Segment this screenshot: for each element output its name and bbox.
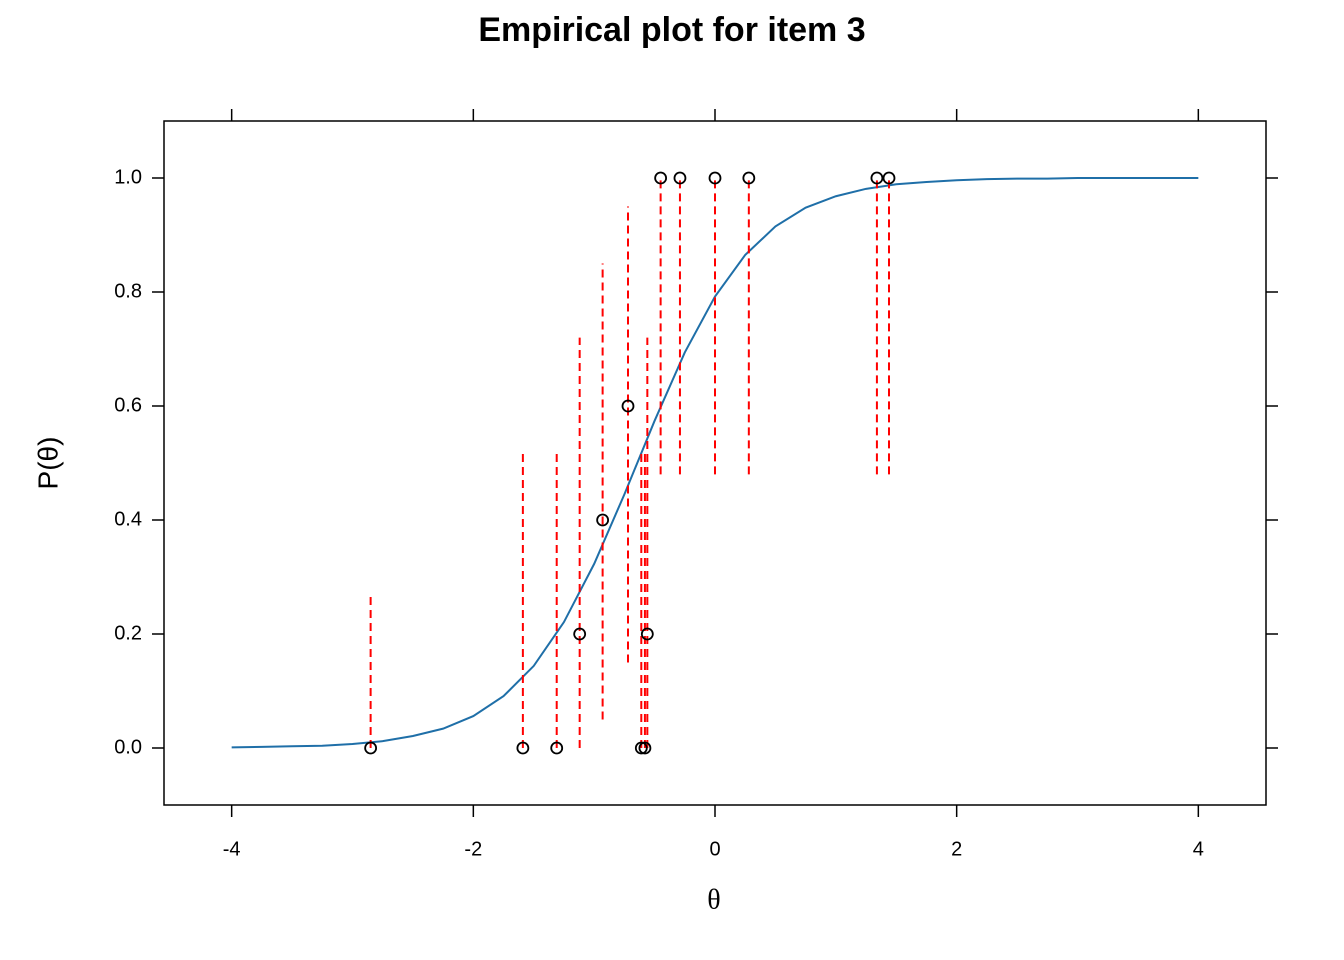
chart-title: Empirical plot for item 3 <box>478 11 865 49</box>
y-tick-label: 0.0 <box>114 736 142 758</box>
x-tick-label: -4 <box>223 838 241 860</box>
y-tick-label: 0.6 <box>114 394 142 416</box>
point <box>621 399 635 413</box>
x-tick-label: 0 <box>709 838 720 860</box>
point <box>516 741 530 755</box>
point <box>573 627 587 641</box>
point <box>596 513 610 527</box>
point <box>640 627 654 641</box>
point <box>673 171 687 185</box>
point <box>882 171 896 185</box>
point <box>634 741 648 755</box>
point <box>654 171 668 185</box>
point <box>364 741 378 755</box>
y-tick-label: 1.0 <box>114 166 142 188</box>
y-tick-label: 0.4 <box>114 508 142 530</box>
curve <box>231 177 1199 749</box>
point <box>708 171 722 185</box>
x-tick-label: -2 <box>464 838 482 860</box>
x-axis-label: θ <box>707 884 720 915</box>
y-tick-label: 0.8 <box>114 280 142 302</box>
x-tick-label: 4 <box>1193 838 1204 860</box>
y-tick-label: 0.2 <box>114 622 142 644</box>
point <box>550 741 564 755</box>
y-axis-label: P(θ) <box>32 437 63 490</box>
x-tick-label: 2 <box>951 838 962 860</box>
point <box>742 171 756 185</box>
point <box>638 741 652 755</box>
point <box>870 171 884 185</box>
